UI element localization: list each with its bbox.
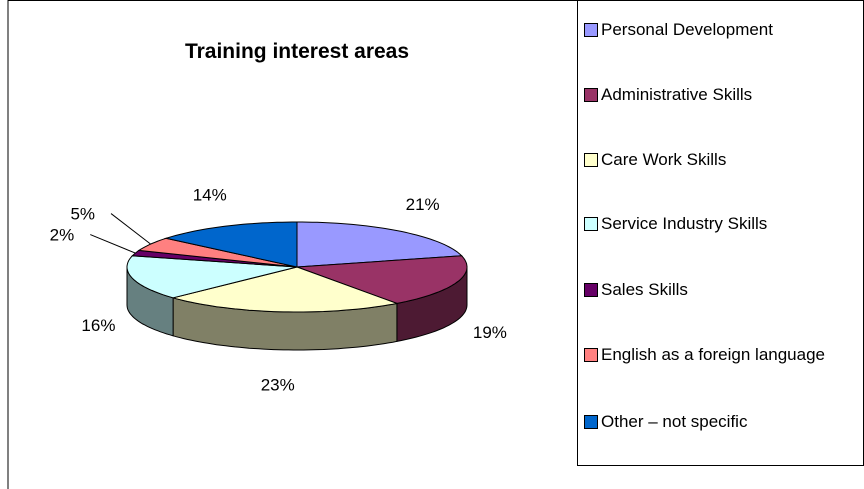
legend-label: Care Work Skills — [601, 150, 727, 169]
legend-label: Administrative Skills — [601, 85, 753, 104]
legend: Personal Development Administrative Skill… — [577, 0, 864, 466]
pie-slice — [296, 255, 468, 304]
data-label: 23% — [261, 376, 295, 395]
pie-slice — [296, 221, 463, 268]
legend-label: Other – not specific — [601, 412, 748, 431]
data-label: 5% — [70, 205, 95, 224]
pie-slice — [164, 221, 298, 268]
legend-swatch — [584, 153, 598, 167]
legend-label: Personal Development — [601, 20, 773, 39]
pie-slice — [126, 255, 298, 299]
data-label: 19% — [473, 323, 507, 342]
legend-label: Service Industry Skills — [601, 214, 768, 233]
legend-swatch — [584, 23, 598, 37]
chart-title: Training interest areas — [185, 40, 409, 63]
pie-slice — [171, 266, 399, 313]
leader-line — [90, 234, 136, 254]
legend-label: English as a foreign language — [601, 345, 825, 364]
data-label: 16% — [81, 316, 115, 335]
data-label: 14% — [193, 186, 227, 205]
data-label: 2% — [50, 226, 75, 245]
legend-swatch — [584, 217, 598, 231]
legend-swatch — [584, 283, 598, 297]
legend-swatch — [584, 415, 598, 429]
legend-label: Sales Skills — [601, 280, 688, 299]
legend-swatch — [584, 348, 598, 362]
legend-swatch — [584, 88, 598, 102]
data-label: 21% — [406, 195, 440, 214]
leader-line — [110, 213, 151, 245]
